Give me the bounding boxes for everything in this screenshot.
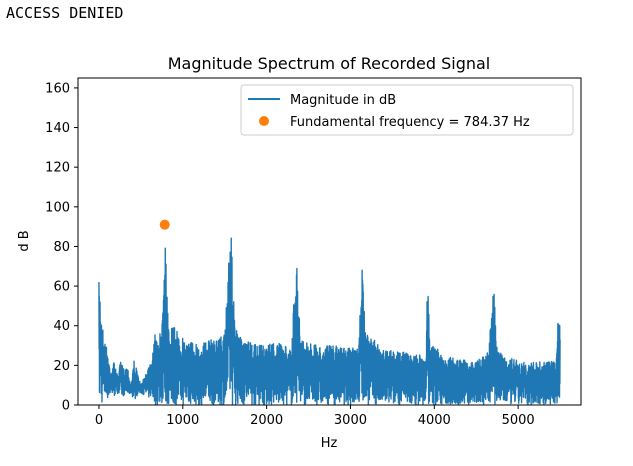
x-tick-label: 5000 xyxy=(502,413,535,428)
console-output-text: ACCESS DENIED xyxy=(6,4,124,22)
y-tick-label: 40 xyxy=(53,319,70,334)
y-tick-label: 0 xyxy=(62,399,70,414)
x-tick-label: 1000 xyxy=(166,413,199,428)
legend-label-magnitude: Magnitude in dB xyxy=(290,93,396,108)
y-tick-label: 100 xyxy=(45,200,70,215)
y-tick-label: 160 xyxy=(45,81,70,96)
plot-frame xyxy=(77,77,582,406)
y-tick-label: 140 xyxy=(45,121,70,136)
series-layer xyxy=(98,219,561,405)
x-axis: 0 1000 2000 3000 4000 5000 xyxy=(95,405,535,428)
magnitude-line xyxy=(98,237,561,405)
legend: Magnitude in dB Fundamental frequency = … xyxy=(240,84,574,136)
y-tick-label: 80 xyxy=(53,240,70,255)
y-tick-label: 120 xyxy=(45,161,70,176)
x-tick-label: 3000 xyxy=(334,413,367,428)
plot-area xyxy=(77,77,582,406)
y-tick-label: 20 xyxy=(53,359,70,374)
y-tick-label: 60 xyxy=(53,280,70,295)
x-axis-label: Hz xyxy=(321,436,338,451)
y-axis-label: d B xyxy=(17,230,32,251)
legend-marker-swatch xyxy=(259,116,269,126)
x-tick-label: 4000 xyxy=(418,413,451,428)
y-axis: 0 20 40 60 80 100 120 140 160 xyxy=(45,81,78,414)
x-tick-label: 0 xyxy=(95,413,103,428)
fundamental-frequency-point xyxy=(159,219,170,230)
chart-title: Magnitude Spectrum of Recorded Signal xyxy=(168,54,491,73)
x-tick-label: 2000 xyxy=(250,413,283,428)
legend-box xyxy=(240,84,574,136)
legend-label-fundamental: Fundamental frequency = 784.37 Hz xyxy=(290,115,530,130)
